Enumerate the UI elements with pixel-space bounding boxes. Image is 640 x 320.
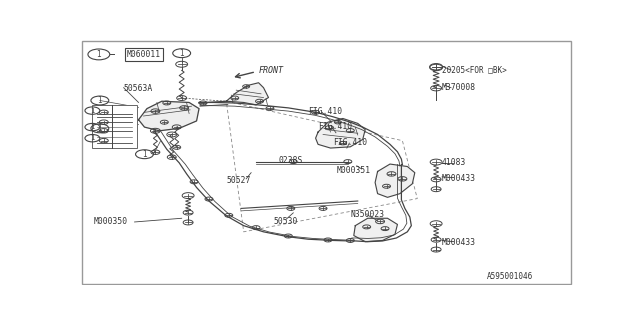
Polygon shape <box>227 83 269 105</box>
Text: 1: 1 <box>179 49 184 58</box>
Text: 1: 1 <box>90 108 95 114</box>
Polygon shape <box>138 101 199 131</box>
Text: M370008: M370008 <box>442 83 476 92</box>
Text: N350023: N350023 <box>350 210 385 219</box>
Text: M000433: M000433 <box>442 238 476 247</box>
Text: FRONT: FRONT <box>259 67 284 76</box>
Text: A595001046: A595001046 <box>486 272 533 281</box>
Text: 1: 1 <box>97 96 102 105</box>
Text: 1: 1 <box>97 124 102 133</box>
Text: 20205<FOR □BK>: 20205<FOR □BK> <box>442 65 507 75</box>
Text: FIG.410: FIG.410 <box>308 107 342 116</box>
Text: 1: 1 <box>142 150 147 159</box>
Text: M000350: M000350 <box>94 218 128 227</box>
Text: 50530: 50530 <box>273 217 298 226</box>
Text: M000351: M000351 <box>337 166 371 175</box>
Text: M060011: M060011 <box>127 50 161 59</box>
Text: 1: 1 <box>90 135 95 141</box>
Text: 1: 1 <box>90 124 95 130</box>
Text: 41083: 41083 <box>442 158 467 167</box>
Text: FIG.410: FIG.410 <box>333 138 367 147</box>
Polygon shape <box>316 118 365 148</box>
Polygon shape <box>375 164 415 197</box>
Polygon shape <box>354 218 397 242</box>
Text: M000433: M000433 <box>442 174 476 183</box>
Text: 0238S: 0238S <box>278 156 303 165</box>
Text: 50527: 50527 <box>227 176 251 185</box>
Bar <box>92 105 137 148</box>
Text: FIG.410: FIG.410 <box>318 122 352 131</box>
Text: 50563A: 50563A <box>124 84 153 93</box>
Text: 1: 1 <box>97 50 101 59</box>
